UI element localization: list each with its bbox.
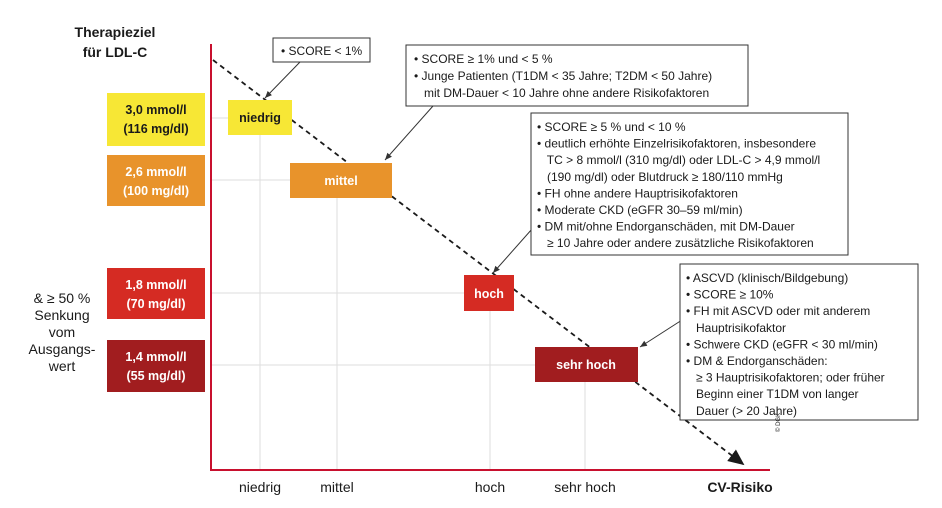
- callout-line: mit DM-Dauer < 10 Jahre ohne andere Risi…: [414, 86, 709, 100]
- target-label: 1,8 mmol/l: [125, 278, 186, 292]
- title: Therapieziel: [75, 24, 156, 40]
- side-note: Senkung: [34, 307, 89, 323]
- callout-line: • Schwere CKD (eGFR < 30 ml/min): [686, 337, 878, 351]
- callout-line: • DM mit/ohne Endorganschäden, mit DM-Da…: [537, 220, 795, 234]
- side-note: vom: [49, 324, 75, 340]
- side-note: wert: [48, 358, 76, 374]
- callout-line: • deutlich erhöhte Einzelrisikofaktoren,…: [537, 137, 816, 151]
- x-label: hoch: [475, 479, 505, 495]
- target-label: 1,4 mmol/l: [125, 350, 186, 364]
- callout-line: • ASCVD (klinisch/Bildgebung): [686, 271, 848, 285]
- target-label: (116 mg/dl): [123, 122, 188, 136]
- grid: [211, 117, 586, 470]
- callout-line: • SCORE ≥ 5 % und < 10 %: [537, 120, 686, 134]
- x-label: niedrig: [239, 479, 281, 495]
- callout-line: ≥ 10 Jahre oder andere zusätzliche Risik…: [537, 236, 814, 250]
- risk-label: mittel: [324, 174, 357, 188]
- callout-line: • Junge Patienten (T1DM < 35 Jahre; T2DM…: [414, 69, 712, 83]
- x-label: sehr hoch: [554, 479, 615, 495]
- callout-line: (190 mg/dl) oder Blutdruck ≥ 180/110 mmH…: [537, 170, 783, 184]
- callout-line: • SCORE ≥ 1% und < 5 %: [414, 52, 553, 66]
- risk-label: sehr hoch: [556, 358, 616, 372]
- callout-boxes: [272, 37, 919, 421]
- copyright: © DGK: [775, 413, 782, 432]
- side-note: Ausgangs-: [29, 341, 96, 357]
- x-axis-title: CV-Risiko: [707, 479, 772, 495]
- callout-line: • SCORE ≥ 10%: [686, 288, 774, 302]
- callout-line: • FH ohne andere Hauptrisikofaktoren: [537, 186, 738, 200]
- risk-diagonal: [212, 59, 745, 466]
- target-label: 2,6 mmol/l: [125, 165, 186, 179]
- target-label: (100 mg/dl): [123, 184, 189, 198]
- target-label: (55 mg/dl): [126, 369, 185, 383]
- callout-line: Beginn einer T1DM von langer: [686, 387, 859, 401]
- callout-line: • FH mit ASCVD oder mit anderem: [686, 304, 870, 318]
- target-label: 3,0 mmol/l: [125, 103, 186, 117]
- callout-line: • Moderate CKD (eGFR 30–59 ml/min): [537, 203, 743, 217]
- callout-line: TC > 8 mmol/l (310 mg/dl) oder LDL-C > 4…: [537, 153, 820, 167]
- callout-line: • DM & Endorganschäden:: [686, 354, 828, 368]
- risk-label: hoch: [474, 287, 504, 301]
- callout-line: ≥ 3 Hauptrisikofaktoren; oder früher: [686, 371, 885, 385]
- callout-line: Dauer (> 20 Jahre): [686, 404, 797, 418]
- callout-line: Hauptrisikofaktor: [686, 321, 786, 335]
- side-note: & ≥ 50 %: [34, 290, 91, 306]
- title: für LDL-C: [83, 44, 148, 60]
- target-boxes: [107, 93, 205, 392]
- risk-label: niedrig: [239, 111, 281, 125]
- callout-line: • SCORE < 1%: [281, 44, 363, 58]
- x-label: mittel: [320, 479, 353, 495]
- target-label: (70 mg/dl): [126, 297, 185, 311]
- risk-boxes: [228, 100, 638, 382]
- texts: Therapieziel für LDL-C CV-Risiko © DGK: [75, 24, 782, 495]
